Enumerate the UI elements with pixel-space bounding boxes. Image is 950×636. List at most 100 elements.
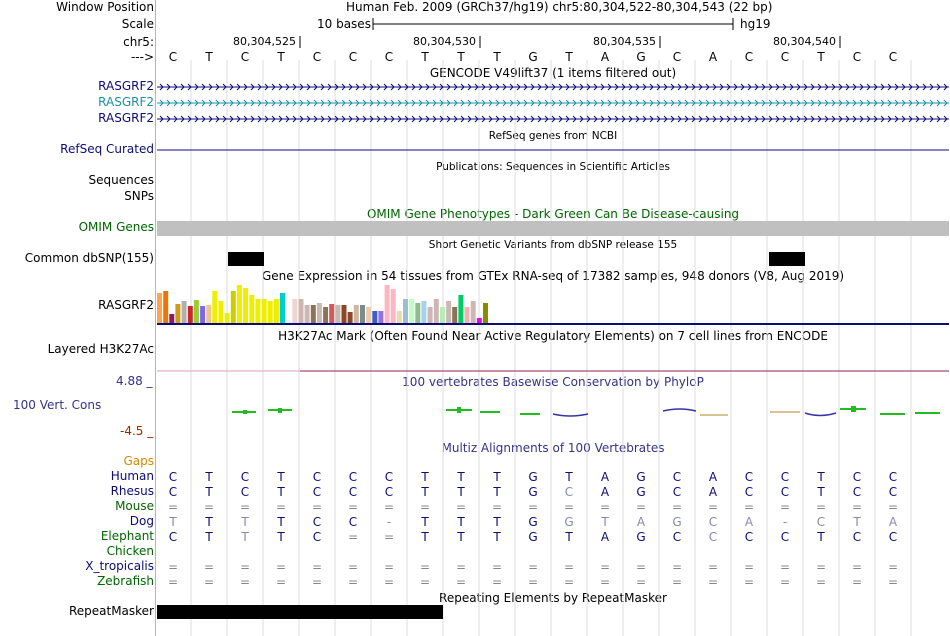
gtex-bar-chart[interactable] [157,285,488,323]
alignment-base: = [384,530,394,544]
alignment-base: = [312,560,322,574]
gtex-tissue-bar [335,305,341,323]
gencode-label-2[interactable]: RASGRF2 [98,95,154,109]
ruler-base: T [276,50,285,64]
alignment-base: = [384,500,394,514]
alignment-base: = [240,560,250,574]
snps-label[interactable]: SNPs [124,189,154,203]
dbsnp-variant[interactable] [228,252,264,266]
gtex-tissue-bar [280,293,285,323]
gene-strand-chevrons [159,83,948,91]
gtex-tissue-bar [273,299,279,323]
alignment-base: = [564,500,574,514]
coord-tick-label: 80,304,535 [593,35,656,48]
alignment-base: = [420,500,430,514]
alignment-base: = [168,560,178,574]
gtex-tissue-bar [433,299,439,323]
alignment-base: C [313,530,321,544]
alignment-base: C [853,485,861,499]
alignment-base: C [781,470,789,484]
alignment-base: A [637,515,646,529]
alignment-base: G [636,470,645,484]
dbsnp-variant[interactable] [769,252,805,266]
gaps-label: Gaps [123,454,154,468]
sequences-label[interactable]: Sequences [88,173,154,187]
ruler-base: C [853,50,861,64]
gtex-tissue-bar [446,301,452,323]
multiz-track-title: Multiz Alignments of 100 Vertebrates [441,441,665,455]
alignment-base: = [492,560,502,574]
gtex-tissue-bar [212,291,218,323]
alignment-base: C [349,470,357,484]
multiz-alignment[interactable]: C T C T C C C T T T G T A G C A C C T C CC T C T C C C T T T G C A G C A C C T… [168,470,898,589]
gtex-tissue-bar [483,303,488,323]
repeatmasker-element[interactable] [157,605,443,619]
ruler-base: T [204,50,213,64]
species-mouse: Mouse [115,499,154,513]
alignment-base: = [708,560,718,574]
alignment-base: = [420,575,430,589]
gtex-tissue-bar [193,300,199,323]
alignment-base: T [492,515,501,529]
gencode-label-3[interactable]: RASGRF2 [98,111,154,125]
gtex-tissue-bar [396,311,402,323]
alignment-base: T [816,470,825,484]
gtex-tissue-bar [476,318,482,323]
alignment-base: = [420,560,430,574]
alignment-base: = [456,560,466,574]
alignment-base: C [673,485,681,499]
ruler-base: T [420,50,429,64]
gtex-tissue-bar [341,305,347,323]
alignment-base: = [564,575,574,589]
alignment-base: = [708,500,718,514]
gtex-tissue-bar [181,301,187,323]
alignment-base: C [781,530,789,544]
ruler-base: C [385,50,393,64]
alignment-base: = [672,575,682,589]
phylop-track-title: 100 vertebrates Basewise Conservation by… [402,375,704,389]
gtex-tissue-bar [415,303,421,323]
alignment-base: G [528,470,537,484]
gtex-tissue-bar [218,301,224,323]
alignment-base: C [313,485,321,499]
scale-bar [372,18,734,30]
h3k27ac-label[interactable]: Layered H3K27Ac [47,342,154,356]
gtex-tissue-bar [403,299,408,323]
coord-tick-label: 80,304,530 [413,35,476,48]
gtex-tissue-bar [163,291,169,323]
gtex-tissue-bar [298,299,304,323]
gencode-label-1[interactable]: RASGRF2 [98,79,154,93]
dbsnp-label[interactable]: Common dbSNP(155) [24,251,154,265]
omim-label[interactable]: OMIM Genes [78,220,154,234]
repeatmasker-label[interactable]: RepeatMasker [68,604,154,618]
gtex-tissue-bar [360,305,365,323]
alignment-base: = [600,560,610,574]
omim-gene-bar[interactable] [157,221,949,236]
ruler-base: C [169,50,177,64]
gencode-gene-models[interactable] [157,83,949,123]
alignment-base: C [241,470,249,484]
species-dog: Dog [129,514,154,528]
alignment-base: = [816,500,826,514]
chrom-label: chr5: [123,35,154,49]
gtex-label[interactable]: RASGRF2 [98,298,154,312]
phylop-label[interactable]: 100 Vert. Cons [13,398,102,412]
omim-track-title: OMIM Gene Phenotypes - Dark Green Can Be… [366,207,740,221]
ruler-base: C [349,50,357,64]
gtex-tissue-bar [390,289,396,323]
ruler-base: A [601,50,610,64]
species-rhesus: Rhesus [110,484,154,498]
alignment-base: = [348,530,358,544]
ruler-base: G [636,50,645,64]
gtex-tissue-bar [224,313,230,323]
label-divider [155,0,156,636]
alignment-base: = [168,500,178,514]
publications-track-title: Publications: Sequences in Scientific Ar… [436,161,670,173]
alignment-base: = [600,575,610,589]
alignment-base: C [889,470,897,484]
refseq-label[interactable]: RefSeq Curated [60,142,154,156]
alignment-base: T [276,515,285,529]
